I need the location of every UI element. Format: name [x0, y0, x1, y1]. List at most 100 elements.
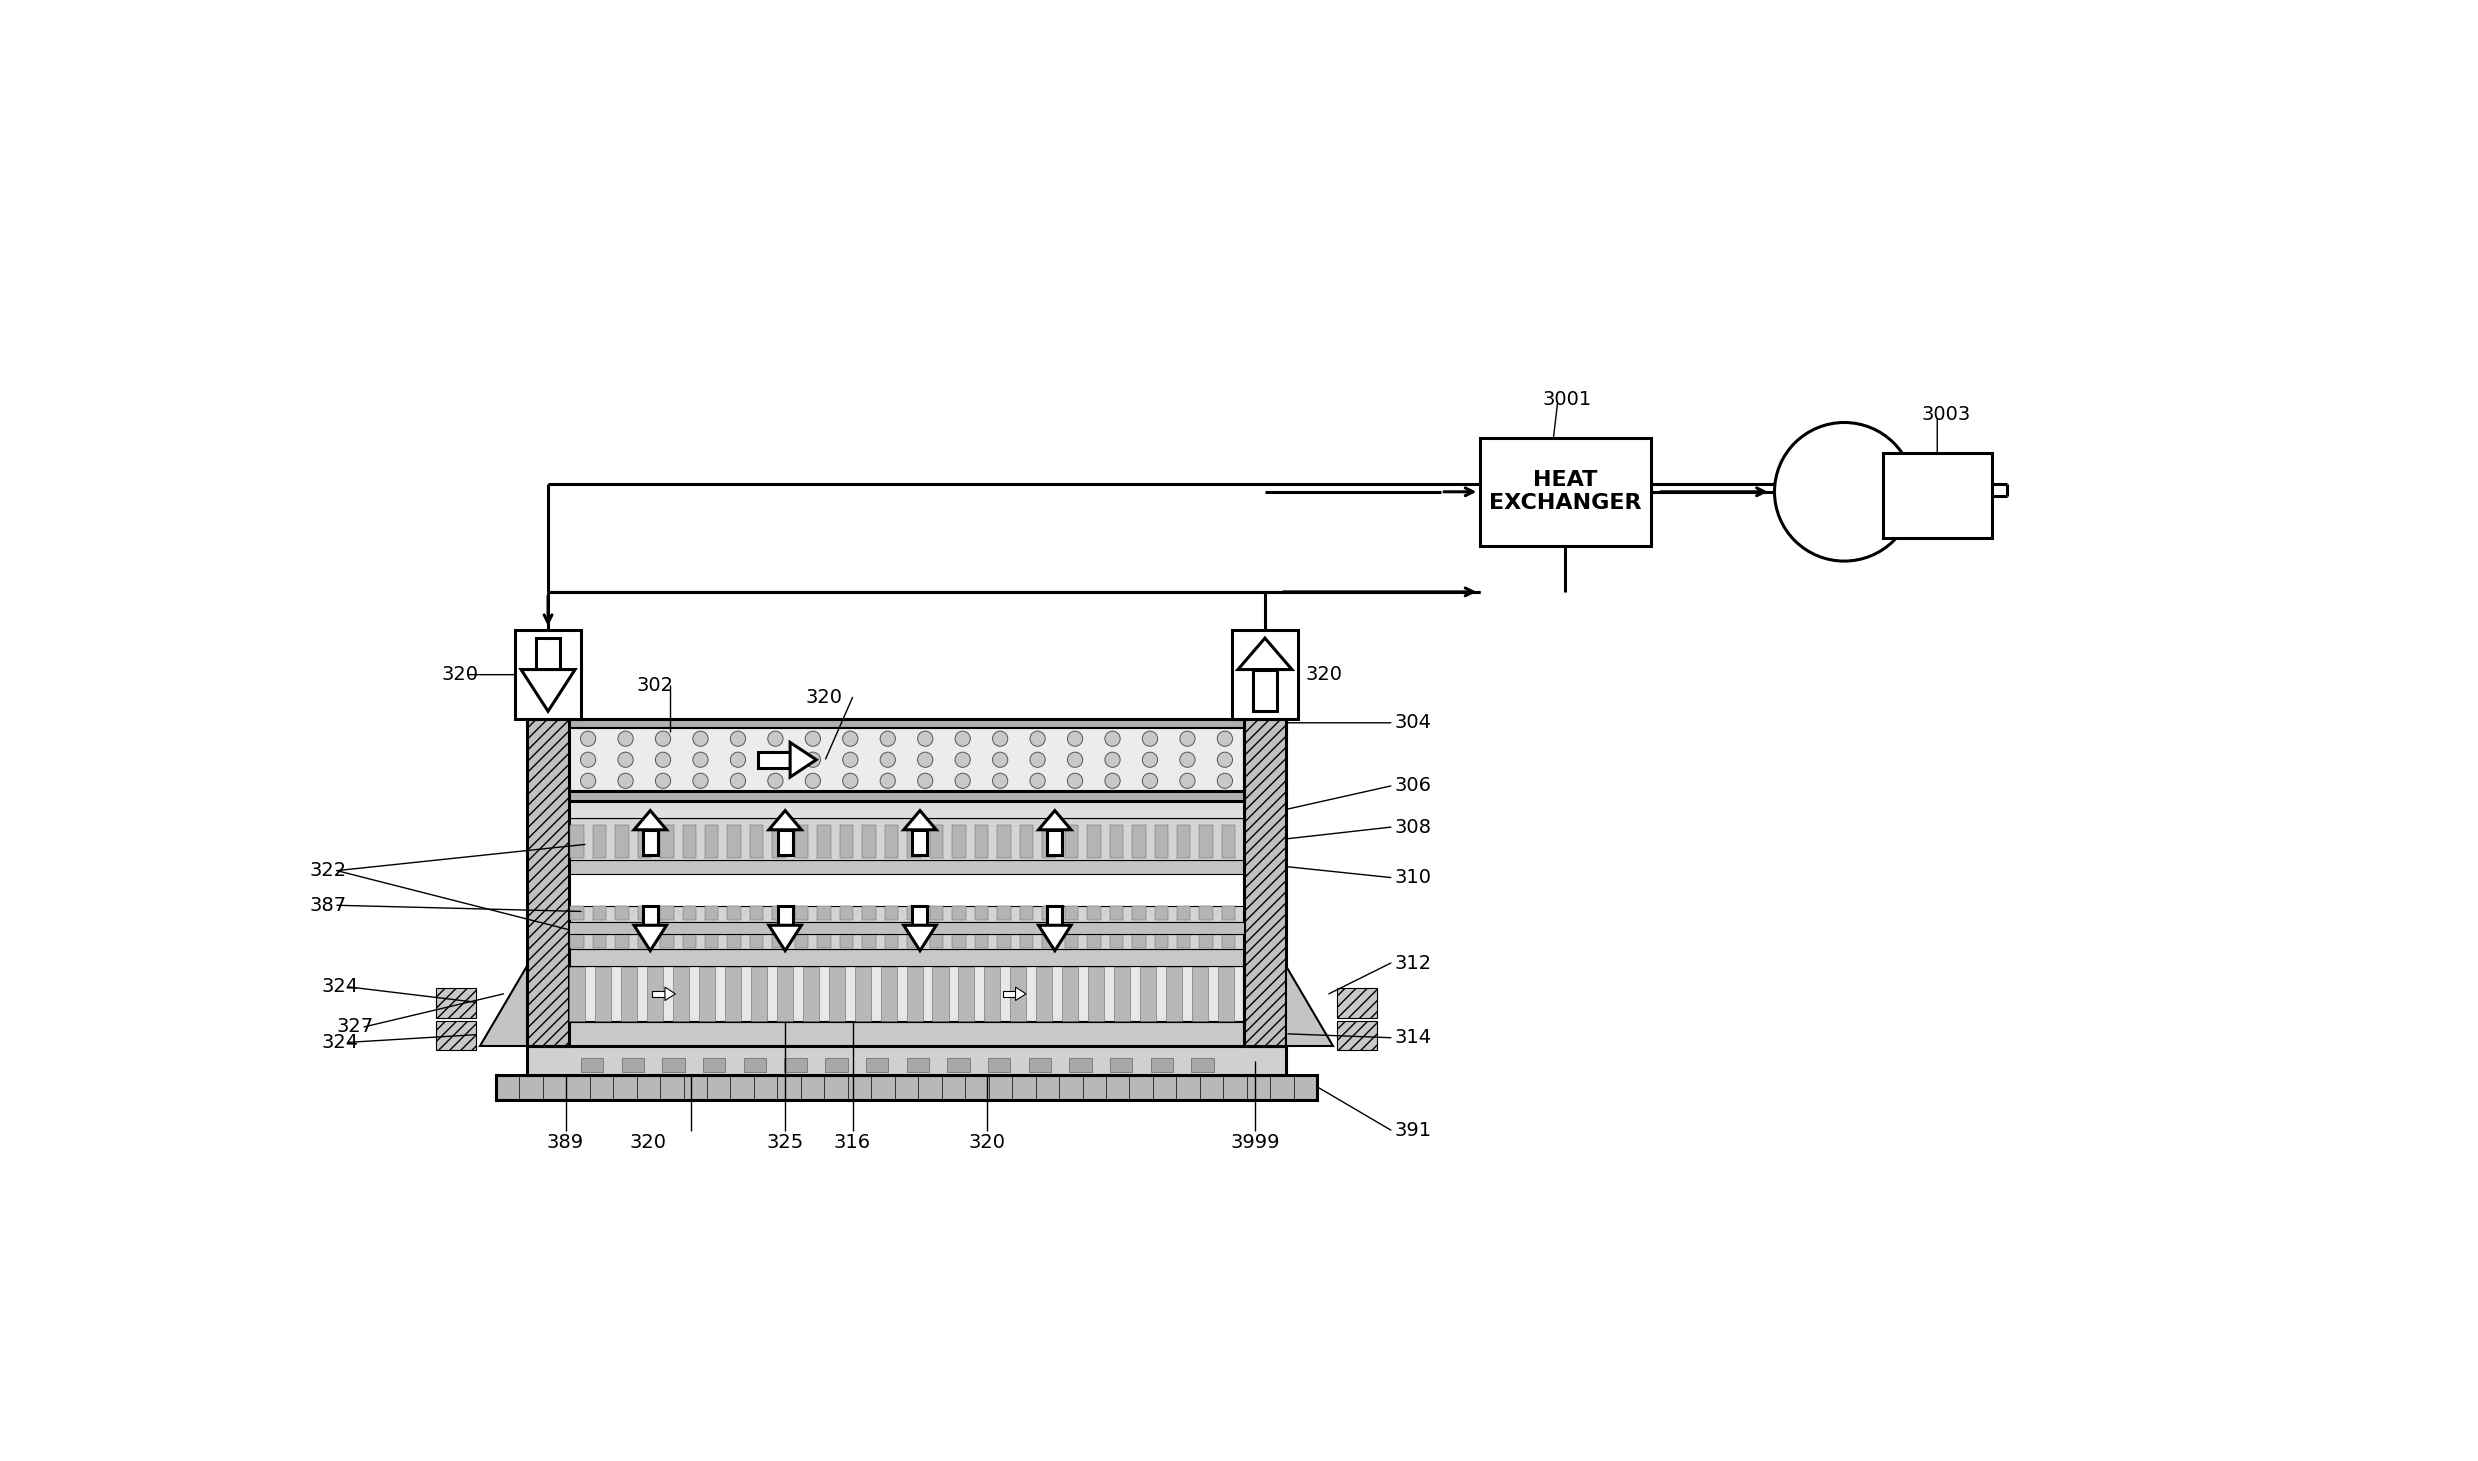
Polygon shape [1239, 638, 1291, 669]
Bar [436, 989, 476, 1018]
Bar [570, 967, 585, 1021]
Circle shape [580, 730, 595, 747]
Bar [595, 967, 612, 1021]
Circle shape [880, 752, 895, 767]
Bar [778, 906, 793, 932]
Circle shape [1068, 730, 1083, 747]
Bar [674, 967, 689, 1021]
Bar [947, 1058, 969, 1072]
Bar [932, 967, 949, 1021]
Bar [681, 906, 696, 920]
Circle shape [580, 752, 595, 767]
Bar [1217, 967, 1234, 1021]
Polygon shape [1038, 925, 1070, 951]
Bar [1011, 967, 1026, 1021]
Polygon shape [904, 811, 937, 830]
Bar [996, 906, 1011, 920]
Circle shape [880, 730, 895, 747]
Circle shape [768, 730, 783, 747]
Circle shape [1142, 730, 1157, 747]
Bar [1132, 934, 1145, 948]
Circle shape [694, 730, 709, 747]
Bar [974, 906, 989, 920]
Circle shape [617, 752, 634, 767]
Circle shape [954, 730, 971, 747]
Bar [773, 934, 786, 948]
Bar [637, 825, 652, 858]
Bar [570, 818, 1244, 861]
Bar [1088, 934, 1100, 948]
Circle shape [617, 730, 634, 747]
Bar [1088, 825, 1100, 858]
Bar [1165, 967, 1182, 1021]
Bar [704, 1058, 726, 1072]
Bar [840, 934, 852, 948]
Bar [637, 934, 652, 948]
Circle shape [1031, 773, 1046, 789]
Bar [1199, 825, 1212, 858]
Text: 320: 320 [805, 688, 843, 707]
Circle shape [694, 773, 709, 789]
Text: 327: 327 [337, 1017, 374, 1036]
Bar [570, 906, 585, 920]
Circle shape [654, 773, 672, 789]
Circle shape [917, 730, 932, 747]
Bar [592, 934, 607, 948]
Bar [840, 906, 852, 920]
Bar [818, 825, 830, 858]
Text: HEAT
EXCHANGER: HEAT EXCHANGER [1489, 470, 1640, 513]
Text: 389: 389 [548, 1132, 585, 1151]
Bar [959, 967, 974, 1021]
Bar [615, 825, 629, 858]
Bar [570, 922, 1244, 934]
Bar [1110, 1058, 1132, 1072]
Bar [706, 934, 719, 948]
Bar [642, 906, 657, 932]
Bar [1018, 906, 1033, 920]
Bar [778, 830, 793, 855]
Circle shape [1180, 752, 1194, 767]
Circle shape [580, 773, 595, 789]
Bar [515, 630, 580, 719]
Bar [729, 825, 741, 858]
Text: 320: 320 [969, 1132, 1006, 1151]
Bar [570, 950, 1244, 966]
Bar [662, 1058, 684, 1072]
Text: 308: 308 [1395, 818, 1432, 837]
Circle shape [805, 773, 820, 789]
Bar [570, 728, 1244, 792]
Text: 316: 316 [835, 1132, 872, 1151]
Bar [1132, 906, 1145, 920]
Bar [436, 1021, 476, 1050]
Circle shape [917, 773, 932, 789]
Text: 3999: 3999 [1232, 1132, 1281, 1151]
Text: 3001: 3001 [1541, 390, 1591, 409]
Bar [622, 1058, 644, 1072]
Bar [1883, 453, 1992, 538]
Bar [1232, 630, 1298, 719]
Bar [570, 1021, 1244, 1046]
Bar [996, 825, 1011, 858]
Bar [1048, 906, 1063, 932]
Bar [751, 825, 763, 858]
Bar [659, 906, 674, 920]
Bar [840, 825, 852, 858]
Circle shape [843, 752, 857, 767]
Bar [912, 906, 927, 932]
Circle shape [731, 730, 746, 747]
Bar [652, 991, 664, 996]
Bar [699, 967, 716, 1021]
Bar [1110, 825, 1123, 858]
Circle shape [1068, 773, 1083, 789]
Text: 314: 314 [1395, 1029, 1432, 1048]
Circle shape [994, 773, 1009, 789]
Circle shape [1142, 752, 1157, 767]
Circle shape [1180, 773, 1194, 789]
Bar [1088, 906, 1100, 920]
Bar [659, 825, 674, 858]
Bar [1028, 1058, 1051, 1072]
Bar [1048, 830, 1063, 855]
Bar [570, 825, 585, 858]
Bar [1155, 825, 1167, 858]
Bar [952, 934, 966, 948]
